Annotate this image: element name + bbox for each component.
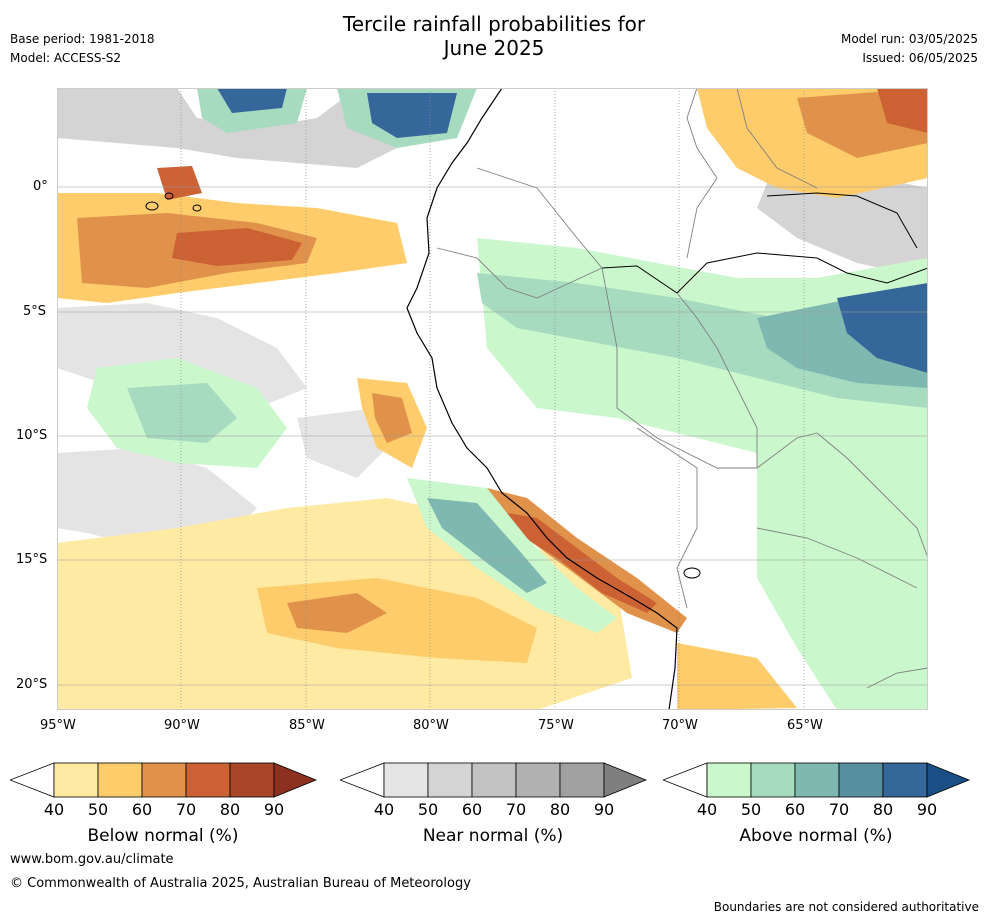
colorbar-tick-label: 50 xyxy=(87,800,109,819)
lon-tick-70w: 70°W xyxy=(662,718,698,733)
title-line-2: June 2025 xyxy=(443,36,545,60)
colorbar-segment xyxy=(383,762,429,798)
below-normal-northeast-peak xyxy=(877,88,928,133)
lake-titicaca xyxy=(683,567,701,579)
near-normal-region-central xyxy=(297,408,387,478)
colorbar-tick-label: 60 xyxy=(784,800,806,819)
colorbar-tick-label: 60 xyxy=(131,800,153,819)
colorbar-segment xyxy=(706,762,752,798)
lon-tick-90w: 90°W xyxy=(164,718,200,733)
lon-tick-95w: 95°W xyxy=(40,718,76,733)
copyright-notice: © Commonwealth of Australia 2025, Austra… xyxy=(10,876,471,891)
lat-tick-10s: 10°S xyxy=(16,428,48,443)
colorbar-above-normal xyxy=(661,762,971,798)
colorbar-segment xyxy=(794,762,840,798)
colorbar-extend-low xyxy=(661,762,708,798)
amazon-river xyxy=(601,252,929,294)
colorbar-segment xyxy=(53,762,99,798)
colorbar-label-below: Below normal (%) xyxy=(87,826,239,846)
colorbar-tick-label: 70 xyxy=(828,800,850,819)
colorbar-segment xyxy=(750,762,796,798)
colorbar-segment xyxy=(427,762,473,798)
colorbar-tick-label: 90 xyxy=(916,800,938,819)
lat-tick-0: 0° xyxy=(33,179,48,194)
above-normal-peru-offshore-core xyxy=(427,498,547,593)
map-title: Tercile rainfall probabilities for June … xyxy=(0,12,988,60)
lon-tick-85w: 85°W xyxy=(289,718,325,733)
lon-tick-75w: 75°W xyxy=(538,718,574,733)
colorbar-segment xyxy=(882,762,928,798)
colorbar-segment xyxy=(141,762,187,798)
boundaries-disclaimer: Boundaries are not considered authoritat… xyxy=(713,900,979,914)
lat-tick-20s: 20°S xyxy=(16,677,48,692)
south-america-coastline xyxy=(406,87,678,711)
colorbar-tick-label: 40 xyxy=(373,800,395,819)
above-normal-amazon-peak xyxy=(837,283,928,373)
colorbar-tick-label: 50 xyxy=(740,800,762,819)
below-normal-galapagos xyxy=(157,166,202,200)
colorbar-segment xyxy=(838,762,884,798)
below-normal-coastal-peak xyxy=(507,513,657,613)
rainfall-probability-map xyxy=(57,87,929,711)
colorbar-label-near: Near normal (%) xyxy=(422,826,564,846)
colorbar-segment xyxy=(559,762,605,798)
model-run: Model run: 03/05/2025 xyxy=(840,32,978,46)
colorbar-extend-high xyxy=(603,762,648,798)
below-normal-offshore-core xyxy=(372,393,412,443)
colorbar-extend-low xyxy=(8,762,55,798)
colorbar-segment xyxy=(515,762,561,798)
colorbar-near-normal xyxy=(338,762,648,798)
below-normal-bolivia xyxy=(677,643,797,710)
colorbar-segment xyxy=(471,762,517,798)
above-normal-amazon-core xyxy=(477,273,928,408)
orinoco-river xyxy=(766,192,918,249)
colorbar-tick-label: 40 xyxy=(696,800,718,819)
galapagos-islands xyxy=(145,192,202,212)
colorbar-segment xyxy=(229,762,275,798)
bom-url-link[interactable]: www.bom.gov.au/climate xyxy=(10,852,174,867)
lon-tick-65w: 65°W xyxy=(787,718,823,733)
colorbar-tick-label: 90 xyxy=(263,800,285,819)
below-normal-peak-equatorial xyxy=(172,228,302,266)
colorbar-extend-low xyxy=(338,762,385,798)
base-period: Base period: 1981-2018 xyxy=(10,32,155,46)
above-normal-colombia-core xyxy=(367,93,457,138)
lat-tick-5s: 5°S xyxy=(23,304,47,319)
colorbar-tick-label: 90 xyxy=(593,800,615,819)
lon-tick-80w: 80°W xyxy=(413,718,449,733)
above-normal-north-peak xyxy=(217,88,287,113)
colorbar-below-normal xyxy=(8,762,318,798)
colorbar-tick-label: 80 xyxy=(549,800,571,819)
colorbar-extend-high xyxy=(926,762,971,798)
colorbar-tick-label: 70 xyxy=(175,800,197,819)
colorbar-label-above: Above normal (%) xyxy=(739,826,893,846)
below-normal-inner-south xyxy=(287,593,387,633)
issued-date: Issued: 06/05/2025 xyxy=(862,51,978,65)
colorbar-extend-high xyxy=(273,762,318,798)
colorbar-tick-label: 70 xyxy=(505,800,527,819)
colorbar-tick-label: 40 xyxy=(43,800,65,819)
colorbar-segment xyxy=(97,762,143,798)
colorbar-tick-label: 80 xyxy=(872,800,894,819)
lat-tick-15s: 15°S xyxy=(16,552,48,567)
colorbar-tick-label: 50 xyxy=(417,800,439,819)
above-normal-south-east xyxy=(757,448,928,710)
colorbar-segment xyxy=(185,762,231,798)
above-normal-west-core xyxy=(127,383,237,443)
model-name: Model: ACCESS-S2 xyxy=(10,51,122,65)
colorbar-tick-label: 60 xyxy=(461,800,483,819)
title-line-1: Tercile rainfall probabilities for xyxy=(342,12,646,36)
country-borders xyxy=(436,87,929,689)
colorbar-tick-label: 80 xyxy=(219,800,241,819)
